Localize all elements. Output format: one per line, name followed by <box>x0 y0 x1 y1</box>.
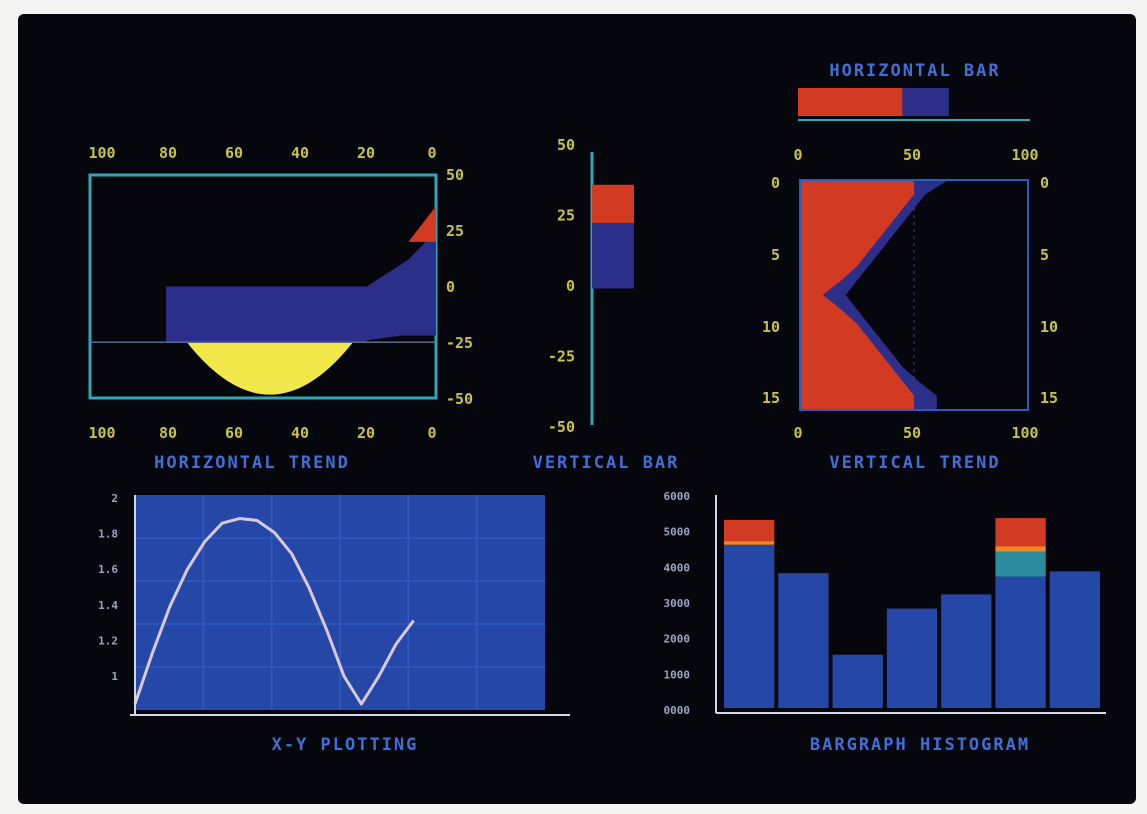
horizontal-trend-red-peak <box>408 206 436 242</box>
horizontal-trend-yellow-area <box>186 342 353 395</box>
xy-plot-y-tick: 1.4 <box>98 599 118 612</box>
histogram-bar-blue <box>778 573 829 708</box>
horizontal-bar-segment <box>902 88 949 116</box>
vertical-bar-caption: VERTICAL BAR <box>533 453 680 473</box>
histogram-bar-orange <box>724 541 775 545</box>
histogram-bar-blue <box>941 594 992 708</box>
horizontal-trend-bottom-tick: 40 <box>291 424 309 442</box>
horizontal-trend-caption: HORIZONTAL TREND <box>154 453 350 473</box>
vertical-trend-left-tick: 5 <box>771 246 780 264</box>
vertical-trend-right-tick: 5 <box>1040 246 1049 264</box>
vertical-trend-right-tick: 10 <box>1040 318 1058 336</box>
histogram-y-tick: 6000 <box>664 490 691 503</box>
horizontal-trend-bottom-tick: 100 <box>88 424 115 442</box>
xy-plot-curve <box>133 517 415 706</box>
vertical-bar-y-tick: -50 <box>548 418 575 436</box>
histogram-bar-blue <box>995 576 1046 708</box>
horizontal-trend-y-tick: 0 <box>446 278 455 296</box>
histogram-bar-red <box>995 518 1046 547</box>
histogram-bar-orange <box>995 546 1046 552</box>
xy-plot-y-tick: 1.6 <box>98 563 118 576</box>
histogram-y-tick: 2000 <box>664 633 691 646</box>
histogram-bar-teal <box>995 551 1046 577</box>
horizontal-trend-y-tick: -25 <box>446 334 473 352</box>
vertical-trend-left-tick: 0 <box>771 174 780 192</box>
histogram-caption: BARGRAPH HISTOGRAM <box>810 735 1030 755</box>
histogram-bar-blue <box>886 608 938 708</box>
horizontal-trend-bottom-tick: 20 <box>357 424 375 442</box>
horizontal-bar-caption: HORIZONTAL BAR <box>829 61 1000 81</box>
horizontal-trend-bottom-tick: 0 <box>427 424 436 442</box>
vertical-trend-bottom-tick: 100 <box>1011 424 1038 442</box>
horizontal-trend-top-tick: 0 <box>427 144 436 162</box>
horizontal-trend-navy-band <box>166 286 367 343</box>
histogram-bar-blue <box>1049 571 1100 708</box>
horizontal-trend-top-tick: 80 <box>159 144 177 162</box>
horizontal-trend-top-tick: 60 <box>225 144 243 162</box>
horizontal-trend-y-tick: 50 <box>446 166 464 184</box>
vertical-bar-y-tick: 0 <box>566 277 575 295</box>
xy-plot-y-tick: 1 <box>111 670 118 683</box>
histogram-y-tick: 1000 <box>664 668 691 681</box>
vertical-bar-segment <box>592 222 634 289</box>
xy-plot-y-tick: 2 <box>111 492 118 505</box>
vertical-bar-y-tick: 25 <box>557 207 575 225</box>
vertical-trend-top-tick: 100 <box>1011 146 1038 164</box>
horizontal-trend-y-tick: -50 <box>446 390 473 408</box>
horizontal-trend-y-tick: 25 <box>446 222 464 240</box>
histogram-y-tick: 4000 <box>664 561 691 574</box>
vertical-trend-red-area <box>800 180 914 410</box>
vertical-bar-segment <box>592 184 634 223</box>
vertical-trend-left-tick: 10 <box>762 318 780 336</box>
histogram-y-tick: 5000 <box>664 526 691 539</box>
horizontal-trend-bottom-tick: 80 <box>159 424 177 442</box>
vertical-trend-bottom-tick: 50 <box>903 424 921 442</box>
vertical-trend-frame <box>799 179 1029 411</box>
vertical-bar-y-tick: -25 <box>548 348 575 366</box>
vertical-trend-right-tick: 15 <box>1040 389 1058 407</box>
histogram-bar-red <box>724 519 775 542</box>
vertical-trend-bottom-tick: 0 <box>793 424 802 442</box>
horizontal-bar-segment <box>798 88 903 116</box>
histogram-y-tick: 0000 <box>664 704 691 717</box>
xy-plot-y-tick: 1.8 <box>98 528 118 541</box>
vertical-trend-right-tick: 0 <box>1040 174 1049 192</box>
vertical-trend-caption: VERTICAL TREND <box>829 453 1000 473</box>
vertical-trend-top-tick: 0 <box>793 146 802 164</box>
histogram-y-tick: 3000 <box>664 597 691 610</box>
histogram-bar-blue <box>832 654 883 708</box>
vertical-trend-top-tick: 50 <box>903 146 921 164</box>
vertical-trend-left-tick: 15 <box>762 389 780 407</box>
horizontal-trend-bottom-tick: 60 <box>225 424 243 442</box>
xy-plot-y-tick: 1.2 <box>98 634 118 647</box>
horizontal-trend-top-tick: 40 <box>291 144 309 162</box>
horizontal-trend-top-tick: 100 <box>88 144 115 162</box>
xy-plot-caption: X-Y PLOTTING <box>272 735 419 755</box>
vertical-bar-y-tick: 50 <box>557 136 575 154</box>
histogram-bar-blue <box>724 544 775 708</box>
horizontal-trend-top-tick: 20 <box>357 144 375 162</box>
